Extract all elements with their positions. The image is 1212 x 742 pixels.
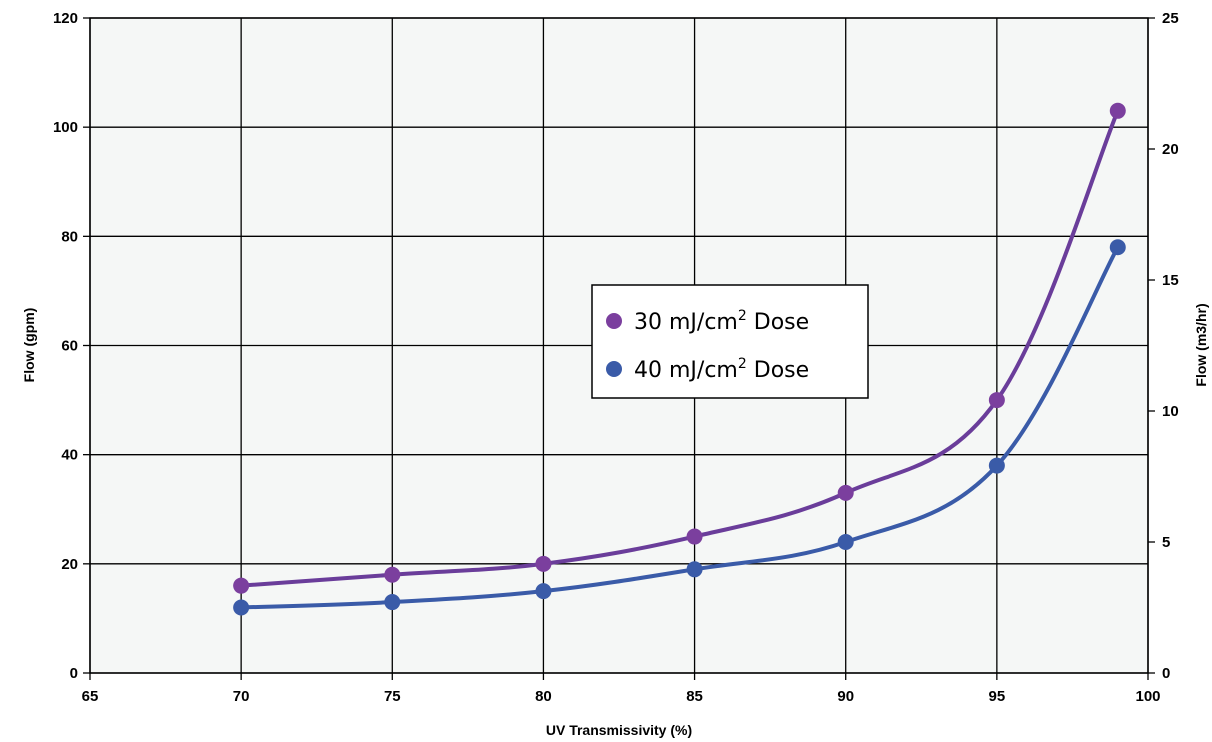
series-1-point (535, 583, 552, 600)
y-axis-title: Flow (gpm) (21, 308, 37, 383)
x-axis-title: UV Transmissivity (%) (546, 722, 692, 738)
y2-tick-label: 5 (1162, 534, 1170, 551)
series-0-point (686, 528, 703, 545)
legend: 30 mJ/cm2 Dose 40 mJ/cm2 Dose (591, 284, 869, 399)
axes: 65 70 75 80 85 90 95 10002040608010012005101520… (53, 10, 1179, 705)
x-tick-label: 95 (989, 688, 1006, 705)
series-1-point (384, 594, 401, 611)
series-0-point (535, 555, 552, 572)
series-1-point (837, 534, 854, 550)
x-tick-label: 85 (686, 688, 703, 705)
x-tick-label: 80 (535, 688, 552, 705)
x-tick-label: 65 (82, 688, 99, 705)
legend-marker-40 (606, 361, 622, 377)
series-0-point (233, 577, 250, 594)
y2-tick-label: 15 (1162, 272, 1179, 289)
y2-tick-label: 20 (1162, 141, 1179, 158)
plot-frame (89, 17, 1149, 674)
series-1-point (686, 561, 703, 578)
y-tick-label: 80 (61, 228, 78, 245)
x-tick-label: 90 (837, 688, 854, 705)
legend-label-40: 40 mJ/cm2 Dose (634, 356, 809, 383)
x-tick-label: 75 (384, 688, 401, 705)
y-tick-label: 20 (61, 556, 78, 573)
legend-marker-30 (606, 313, 622, 329)
series-1-point (1109, 239, 1126, 256)
y2-tick-label: 10 (1162, 403, 1179, 420)
series-0-point (384, 566, 401, 583)
series-layer (233, 102, 1126, 616)
legend-label-30: 30 mJ/cm2 Dose (634, 308, 809, 335)
x-tick-label: 70 (233, 688, 250, 705)
y2-tick-label: 25 (1162, 10, 1179, 27)
y-tick-label: 0 (70, 665, 78, 682)
y-tick-label: 40 (61, 447, 78, 464)
y2-tick-label: 0 (1162, 665, 1170, 682)
series-1-point (988, 457, 1005, 474)
y-tick-label: 100 (53, 119, 78, 136)
legend-box (591, 284, 869, 399)
series-0-point (988, 392, 1005, 409)
series-0-point (1109, 102, 1126, 119)
y-tick-label: 60 (61, 338, 78, 355)
series-1-point (233, 599, 250, 616)
y-tick-label: 120 (53, 10, 78, 27)
series-0-point (837, 484, 854, 501)
y2-axis-title: Flow (m3/hr) (1193, 303, 1209, 386)
x-tick-label: 100 (1135, 688, 1160, 705)
